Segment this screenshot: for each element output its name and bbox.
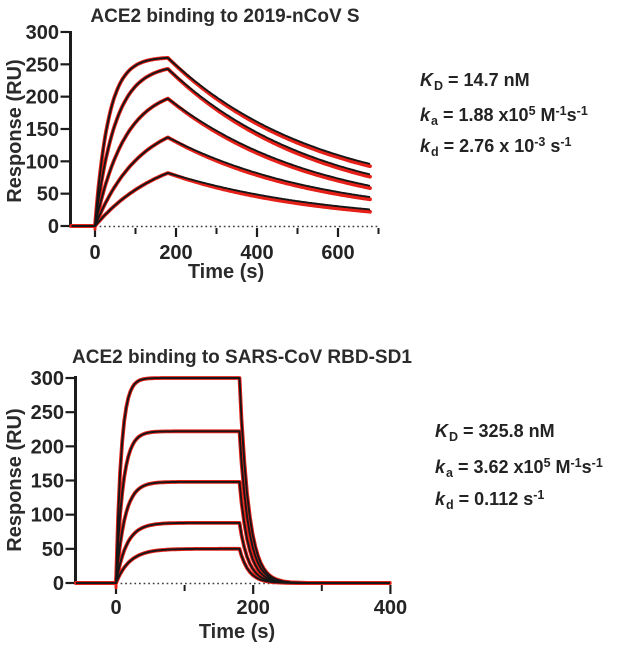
y-axis-label-bottom: Response (RU) <box>4 408 26 552</box>
y-tick-label: 0 <box>53 573 64 595</box>
fit-trace-conc-5 <box>71 172 371 227</box>
kinetics-line: ka = 3.62 x105 M-1s-1 <box>435 456 603 480</box>
x-axis-label-top: Time (s) <box>187 261 265 283</box>
y-tick-label: 50 <box>42 539 64 561</box>
x-tick-label: 0 <box>110 597 121 619</box>
kinetics-line: kd = 2.76 x 10-3 s-1 <box>420 135 572 159</box>
y-tick-label: 150 <box>26 119 59 141</box>
y-tick-label: 150 <box>31 471 64 493</box>
kinetics-panel-top: KD = 14.7 nM ka = 1.88 x105 M-1s-1 kd = 2.… <box>420 65 588 159</box>
y-axis-label-top: Response (RU) <box>4 59 26 203</box>
y-tick-label: 100 <box>26 151 59 173</box>
kinetics-panel-bottom: KD = 325.8 nM ka = 3.62 x105 M-1s-1 kd = 0… <box>435 415 603 512</box>
y-tick-label: 250 <box>26 54 59 76</box>
fit-trace-conc-5 <box>76 547 390 584</box>
fit-trace-conc-4 <box>71 136 371 227</box>
data-trace-conc-1 <box>69 56 372 228</box>
x-axis-label-bottom: Time (s) <box>198 621 276 643</box>
y-tick-label: 200 <box>26 87 59 109</box>
x-tick-label: 400 <box>240 242 273 264</box>
x-tick-label: 200 <box>237 597 270 619</box>
y-tick-label: 300 <box>31 368 64 390</box>
y-tick-label: 200 <box>31 436 64 458</box>
fit-trace-conc-3 <box>71 97 371 227</box>
fit-trace-conc-1 <box>71 56 371 227</box>
x-tick-label: 400 <box>374 597 407 619</box>
y-tick-label: 100 <box>31 505 64 527</box>
chart-ace2-sars-cov-rbd-sd1: 0 50 100 150 200 250 300 0 200 400 <box>31 368 407 619</box>
kinetics-line: kd = 0.112 s-1 <box>435 488 545 512</box>
y-tick-label: 50 <box>37 184 59 206</box>
y-tick-label: 250 <box>31 402 64 424</box>
x-tick-label: 200 <box>159 242 192 264</box>
kinetics-line: KD = 14.7 nM <box>420 70 530 93</box>
chart-title-bottom: ACE2 binding to SARS-CoV RBD-SD1 <box>72 347 412 368</box>
y-tick-label: 300 <box>26 22 59 44</box>
chart-ace2-2019-ncov-s: 0 50 100 150 200 250 300 0 200 400 600 <box>26 22 380 264</box>
y-tick-label: 0 <box>48 216 59 238</box>
x-tick-label: 0 <box>89 242 100 264</box>
chart-title-top: ACE2 binding to 2019-nCoV S <box>90 6 360 27</box>
kinetics-line: ka = 1.88 x105 M-1s-1 <box>420 104 588 128</box>
kinetics-line: KD = 325.8 nM <box>435 421 555 444</box>
fit-trace-conc-2 <box>71 67 371 227</box>
data-trace-conc-5 <box>69 171 372 228</box>
x-tick-label: 600 <box>321 242 354 264</box>
